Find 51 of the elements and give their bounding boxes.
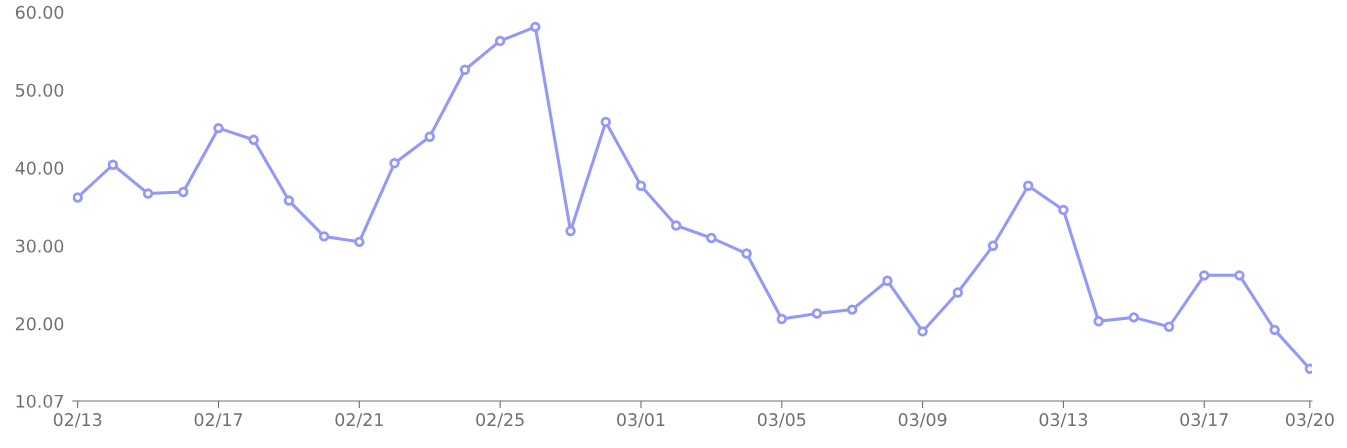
point xyxy=(283,195,295,206)
point xyxy=(635,180,647,191)
point xyxy=(1128,312,1140,323)
x-tick-label: 03/05 xyxy=(757,413,806,428)
point xyxy=(1199,270,1210,281)
point xyxy=(213,122,224,134)
point xyxy=(846,304,858,315)
point xyxy=(1163,321,1175,332)
y-tick-label: 60.00 xyxy=(15,5,64,19)
point xyxy=(1023,180,1034,191)
point xyxy=(776,313,787,325)
point xyxy=(1058,204,1069,216)
x-tick-label: 02/17 xyxy=(194,413,243,428)
point xyxy=(741,248,752,259)
point xyxy=(178,186,189,198)
x-tick-label: 03/13 xyxy=(1039,413,1088,428)
x-tick-label: 03/01 xyxy=(617,413,665,428)
point xyxy=(565,225,576,237)
x-tick-label: 03/17 xyxy=(1180,413,1228,428)
point xyxy=(600,116,611,128)
point xyxy=(318,231,330,242)
point xyxy=(706,232,717,244)
x-tick-label: 03/09 xyxy=(898,413,947,428)
x-tick-label: 02/13 xyxy=(53,413,102,428)
point xyxy=(882,275,893,286)
point xyxy=(987,240,999,251)
point xyxy=(952,287,964,298)
point xyxy=(389,157,400,169)
y-tick-label: 40.00 xyxy=(15,161,64,175)
point xyxy=(530,21,541,33)
point xyxy=(72,192,83,203)
y-tick-label: 20.00 xyxy=(15,317,64,331)
point xyxy=(494,35,506,47)
x-tick-label: 02/25 xyxy=(476,413,524,428)
y-tick-label: 10.07 xyxy=(16,394,63,408)
point xyxy=(424,131,435,142)
point xyxy=(107,159,119,170)
point xyxy=(459,64,471,75)
point xyxy=(142,188,154,199)
y-tick-label: 30.00 xyxy=(16,239,64,253)
point xyxy=(917,326,928,337)
point xyxy=(354,236,365,248)
point xyxy=(1234,270,1245,281)
point xyxy=(1269,324,1280,336)
x-tick-label: 03/20 xyxy=(1285,413,1334,428)
point xyxy=(1093,316,1104,327)
x-tick-label: 02/21 xyxy=(335,413,383,428)
point xyxy=(248,134,259,146)
y-tick-label: 50.00 xyxy=(16,83,64,97)
point xyxy=(811,308,823,319)
point xyxy=(670,220,682,231)
